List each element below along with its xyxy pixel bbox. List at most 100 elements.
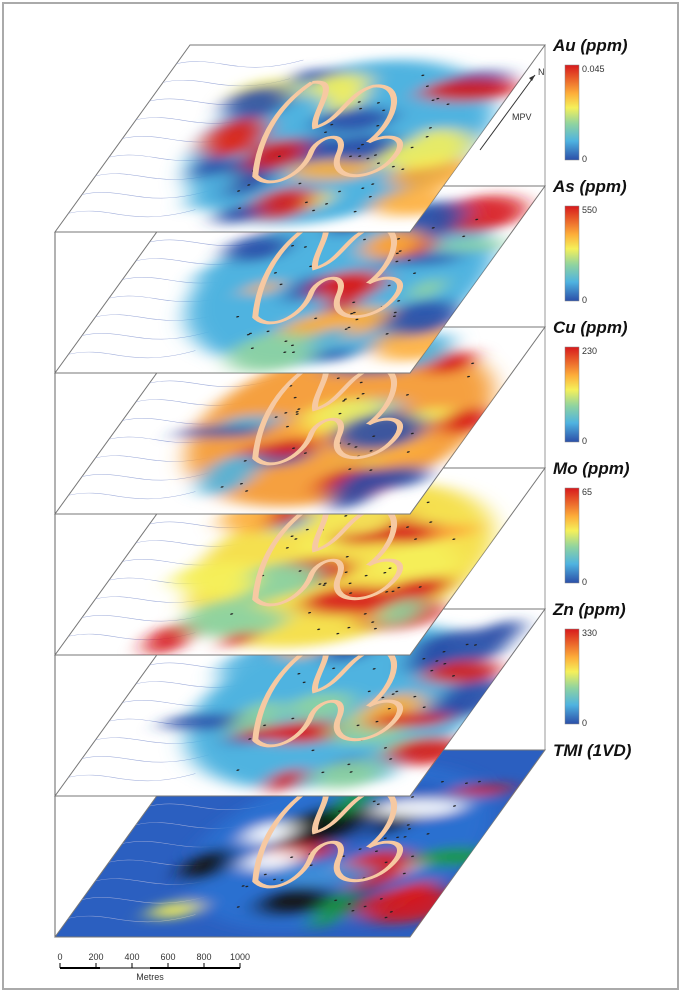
sample-point xyxy=(347,443,351,445)
sample-point xyxy=(397,300,401,302)
sample-point xyxy=(360,143,364,146)
sample-point xyxy=(338,190,342,193)
sample-point xyxy=(359,381,363,384)
layer-grid xyxy=(68,195,527,373)
sample-point xyxy=(297,673,301,675)
sample-point xyxy=(349,592,353,594)
sample-point xyxy=(418,586,422,588)
anomaly xyxy=(250,187,316,220)
anomaly xyxy=(311,891,353,930)
anomaly xyxy=(328,469,383,510)
map-layer xyxy=(54,608,546,797)
sample-point xyxy=(344,571,348,574)
colorbar-max: 230 xyxy=(582,346,597,356)
anomaly xyxy=(181,848,233,882)
contour xyxy=(81,331,210,340)
anomaly xyxy=(426,524,478,539)
sample-point xyxy=(397,238,401,240)
sample-point xyxy=(349,155,353,158)
sample-point xyxy=(413,695,417,698)
anomaly xyxy=(450,784,515,796)
arrow-head xyxy=(529,75,535,81)
sample-point xyxy=(357,101,361,103)
layer-grid xyxy=(68,764,515,930)
sample-point xyxy=(421,74,425,77)
sample-point xyxy=(475,218,479,221)
sample-point xyxy=(389,911,393,913)
sample-point xyxy=(363,238,367,241)
outline xyxy=(252,221,403,325)
north-label: N xyxy=(538,67,545,77)
sample-point xyxy=(431,99,435,102)
anomaly xyxy=(144,623,193,655)
sample-point xyxy=(347,903,351,905)
sample-point xyxy=(375,720,379,723)
sample-point xyxy=(295,411,299,413)
sample-point xyxy=(347,763,351,766)
sample-point xyxy=(352,311,356,314)
scale-label: 600 xyxy=(160,952,175,962)
sample-point xyxy=(280,879,284,881)
sample-point xyxy=(405,394,409,396)
sample-point xyxy=(317,628,321,631)
scale-label: 0 xyxy=(57,952,62,962)
anomaly xyxy=(227,332,319,373)
sample-point xyxy=(402,872,406,875)
sample-point xyxy=(220,486,224,488)
sample-point xyxy=(411,855,415,858)
sample-point xyxy=(239,482,243,485)
map-layer xyxy=(54,749,546,938)
sample-point xyxy=(230,613,234,615)
sample-point xyxy=(395,252,399,255)
sample-point xyxy=(361,187,365,189)
colorbar-max: 330 xyxy=(582,628,597,638)
layer-label: Au (ppm) xyxy=(552,36,628,55)
sample-point xyxy=(477,780,481,783)
outline xyxy=(252,785,403,889)
sample-point xyxy=(363,613,367,615)
layer-grid xyxy=(68,333,494,510)
layer-label: TMI (1VD) xyxy=(553,741,632,760)
sample-point xyxy=(352,301,356,304)
sample-point xyxy=(248,332,252,335)
sample-point xyxy=(277,155,281,158)
layer-content xyxy=(68,333,494,510)
sample-point xyxy=(321,771,325,774)
sample-point xyxy=(395,690,399,693)
sample-point xyxy=(406,526,410,528)
sample-point xyxy=(410,432,414,435)
layer-content xyxy=(68,620,523,792)
contour xyxy=(81,190,210,199)
anomaly xyxy=(174,426,270,438)
sample-point xyxy=(245,490,249,492)
sample-point xyxy=(236,316,240,318)
sample-point xyxy=(426,501,430,504)
sample-point xyxy=(274,416,278,418)
colorbar xyxy=(564,64,580,161)
sample-point xyxy=(414,538,418,540)
sample-point xyxy=(311,749,315,752)
sample-point xyxy=(384,861,388,864)
sample-point xyxy=(398,250,402,252)
sample-point xyxy=(368,196,372,198)
sample-point xyxy=(376,125,380,127)
scale-label: 200 xyxy=(88,952,103,962)
sample-point xyxy=(338,412,342,415)
sample-point xyxy=(241,885,245,887)
sample-point xyxy=(336,632,340,635)
sample-point xyxy=(387,284,391,287)
sample-point xyxy=(385,591,389,593)
anomaly xyxy=(148,901,200,919)
sample-point xyxy=(429,521,433,523)
sample-point xyxy=(369,469,373,471)
anomaly xyxy=(421,659,501,685)
sample-point xyxy=(290,244,295,247)
sample-point xyxy=(353,210,357,213)
sample-point xyxy=(376,162,381,164)
sample-point xyxy=(473,644,478,646)
sample-point xyxy=(453,805,457,807)
sample-point xyxy=(389,758,393,760)
sample-point xyxy=(435,660,439,662)
sample-point xyxy=(325,203,329,205)
